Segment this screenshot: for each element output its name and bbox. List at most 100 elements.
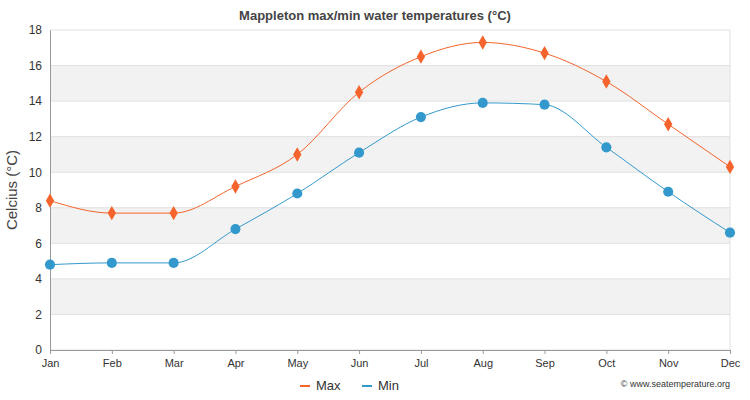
x-tick: Dec: [721, 350, 741, 369]
series-marker: [46, 193, 54, 207]
title: Mappleton max/min water temperatures (°C…: [239, 8, 511, 23]
legend: Max Min: [300, 378, 399, 393]
x-tick-mark: [421, 350, 422, 354]
series-marker: [725, 228, 735, 238]
x-tick-label: Jan: [42, 357, 60, 369]
x-axis: Jan Feb Mar Apr May Jun Jul Aug Sep Oct Nov Dec: [42, 350, 741, 369]
series-marker: [540, 46, 548, 60]
series-marker: [107, 258, 117, 268]
grid-line: [50, 243, 730, 244]
series-marker: [416, 112, 426, 122]
series-marker: [663, 187, 673, 197]
x-tick-label: Apr: [227, 357, 244, 369]
y-tick-label: 16: [29, 59, 43, 73]
grid-line: [50, 30, 730, 31]
grid-line: [50, 278, 730, 279]
x-tick-label: Aug: [473, 357, 493, 369]
x-tick-label: Feb: [103, 357, 122, 369]
series-marker: [292, 189, 302, 199]
grid-line: [50, 65, 730, 66]
legend-symbol: [362, 385, 372, 387]
y-tick: 10: [29, 166, 50, 180]
series-line: [50, 42, 730, 213]
grid-line: [50, 172, 730, 173]
x-tick: Jul: [414, 350, 428, 369]
x-tick: Aug: [473, 350, 493, 369]
series-marker: [601, 142, 611, 152]
y-tick: 12: [29, 130, 50, 144]
series-marker: [354, 148, 364, 158]
grid-line: [50, 314, 730, 315]
grid: [50, 30, 730, 350]
x-tick-label: Nov: [659, 357, 679, 369]
x-tick-mark: [297, 350, 298, 354]
y-tick-label: 0: [35, 343, 42, 357]
series-marker: [602, 74, 610, 88]
series-marker: [726, 160, 734, 174]
y-tick: 6: [35, 237, 50, 251]
series-marker: [478, 98, 488, 108]
series-marker: [230, 224, 240, 234]
x-tick-mark: [545, 350, 546, 354]
y-tick: 0: [35, 343, 50, 357]
x-tick-mark: [606, 350, 607, 354]
x-tick: Feb: [103, 350, 122, 369]
y-tick-label: 14: [29, 94, 43, 108]
legend-symbol: [300, 385, 310, 387]
series-marker: [169, 258, 179, 268]
series-marker: [355, 85, 363, 99]
x-tick-mark: [235, 350, 236, 354]
x-tick-mark: [50, 350, 51, 354]
x-tick: Jun: [351, 350, 369, 369]
x-tick: May: [287, 350, 308, 369]
grid-line: [50, 101, 730, 102]
x-tick-mark: [112, 350, 113, 354]
x-tick: Nov: [659, 350, 679, 369]
series-line: [50, 103, 730, 265]
series-marker: [231, 179, 239, 193]
y-axis-title: Celcius (°C): [3, 150, 20, 230]
y-tick: 4: [35, 272, 50, 286]
x-tick: Sep: [535, 350, 555, 369]
x-tick: Oct: [598, 350, 615, 369]
x-tick-mark: [359, 350, 360, 354]
x-tick-mark: [730, 350, 731, 354]
plot-frame: [730, 30, 731, 350]
x-tick-mark: [668, 350, 669, 354]
y-tick: 14: [29, 94, 50, 108]
x-tick: Mar: [165, 350, 184, 369]
y-axis-line: [50, 31, 51, 351]
x-tick-label: May: [287, 357, 308, 369]
x-tick: Apr: [227, 350, 244, 369]
y-tick-label: 2: [35, 308, 42, 322]
y-tick-label: 10: [29, 166, 43, 180]
y-tick: 18: [29, 23, 50, 37]
x-tick-label: Sep: [535, 357, 555, 369]
grid-line: [50, 136, 730, 137]
series-marker: [664, 117, 672, 131]
y-tick: 2: [35, 308, 50, 322]
grid-line: [50, 207, 730, 208]
x-tick-mark: [483, 350, 484, 354]
x-tick-mark: [174, 350, 175, 354]
y-tick-label: 18: [29, 23, 43, 37]
legend-label: Min: [378, 378, 399, 393]
y-axis: 0 2 4 6 8 10 12 14 16 18: [29, 23, 51, 357]
x-axis-line: [51, 351, 731, 355]
y-tick-label: 8: [35, 201, 42, 215]
x-tick-label: Oct: [598, 357, 615, 369]
x-tick-label: Dec: [721, 357, 741, 369]
y-tick: 16: [29, 59, 50, 73]
series-marker: [169, 206, 177, 220]
series-marker: [45, 260, 55, 270]
x-tick: Jan: [42, 350, 60, 369]
y-tick-label: 4: [35, 272, 42, 286]
x-tick-label: Jul: [414, 357, 428, 369]
source-note: © www.seatemperature.org: [621, 379, 730, 389]
series-marker: [108, 206, 116, 220]
grid-band: [50, 137, 730, 173]
series-marker: [293, 147, 301, 161]
x-tick-label: Jun: [351, 357, 369, 369]
y-tick-label: 12: [29, 130, 43, 144]
legend-label: Max: [316, 378, 341, 393]
